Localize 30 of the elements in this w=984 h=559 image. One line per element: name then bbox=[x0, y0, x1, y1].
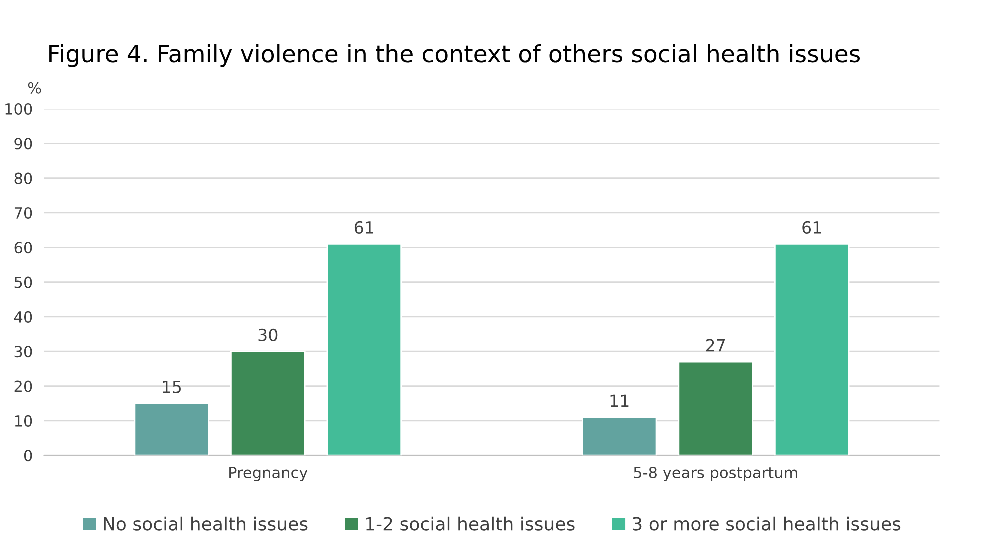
y-tick-label: 70 bbox=[14, 207, 32, 219]
bar bbox=[326, 243, 402, 456]
y-tick-label: 10 bbox=[15, 415, 32, 427]
data-label: 30 bbox=[258, 328, 278, 342]
bar bbox=[230, 350, 306, 456]
chart-title: Figure 4. Family violence in the context of others social health issues bbox=[50, 44, 860, 68]
y-tick-label: 0 bbox=[24, 450, 32, 462]
bar bbox=[774, 243, 850, 456]
y-tick-label: 80 bbox=[14, 172, 32, 184]
legend-label: 1-2 social health issues bbox=[366, 516, 575, 531]
legend-label: No social health issues bbox=[104, 516, 308, 531]
y-tick-label: 50 bbox=[14, 276, 32, 288]
y-tick-label: 20 bbox=[14, 380, 32, 392]
y-axis-title: % bbox=[28, 82, 42, 94]
y-tick-label: 90 bbox=[14, 138, 32, 150]
y-tick-label: 60 bbox=[14, 242, 32, 254]
data-label: 61 bbox=[802, 221, 822, 234]
x-tick-label: 5-8 years postpartum bbox=[634, 466, 798, 482]
data-label: 27 bbox=[706, 339, 726, 352]
y-tick-label: 40 bbox=[14, 311, 32, 323]
bar bbox=[582, 416, 658, 456]
bar bbox=[134, 402, 210, 456]
x-tick-label: Pregnancy bbox=[230, 467, 308, 482]
y-tick-label: 30 bbox=[14, 346, 32, 358]
data-label: 11 bbox=[610, 394, 629, 408]
data-label: 61 bbox=[354, 221, 374, 234]
bar bbox=[678, 361, 754, 456]
legend-label: 3 or more social health issues bbox=[633, 516, 901, 531]
data-label: 15 bbox=[163, 381, 182, 394]
y-tick-label: 100 bbox=[6, 103, 32, 116]
